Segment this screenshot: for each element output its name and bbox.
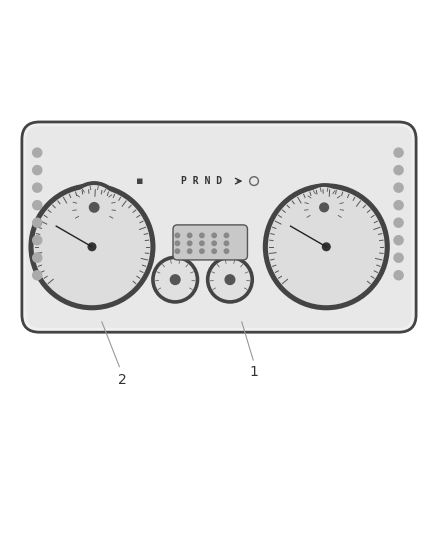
Circle shape bbox=[32, 182, 42, 193]
Text: 2: 2 bbox=[118, 374, 127, 387]
Circle shape bbox=[393, 165, 404, 175]
Circle shape bbox=[224, 241, 229, 246]
Circle shape bbox=[170, 275, 180, 285]
FancyBboxPatch shape bbox=[22, 122, 416, 332]
Circle shape bbox=[393, 235, 404, 246]
Circle shape bbox=[268, 188, 385, 305]
Circle shape bbox=[393, 200, 404, 211]
Circle shape bbox=[175, 233, 180, 238]
Circle shape bbox=[212, 233, 216, 238]
Circle shape bbox=[225, 275, 235, 285]
Circle shape bbox=[224, 249, 229, 253]
Circle shape bbox=[32, 270, 42, 280]
Circle shape bbox=[187, 249, 192, 253]
Circle shape bbox=[224, 233, 229, 238]
FancyBboxPatch shape bbox=[173, 225, 247, 260]
Circle shape bbox=[32, 147, 42, 158]
Circle shape bbox=[200, 233, 204, 238]
Circle shape bbox=[322, 243, 330, 251]
Circle shape bbox=[212, 249, 216, 253]
Circle shape bbox=[72, 185, 117, 230]
Circle shape bbox=[209, 259, 251, 300]
Text: P R N D: P R N D bbox=[181, 176, 222, 186]
Circle shape bbox=[200, 241, 204, 246]
Circle shape bbox=[175, 241, 180, 246]
Circle shape bbox=[304, 187, 345, 228]
Circle shape bbox=[68, 181, 120, 233]
FancyBboxPatch shape bbox=[26, 126, 412, 328]
Circle shape bbox=[32, 235, 42, 246]
Circle shape bbox=[155, 259, 196, 300]
Circle shape bbox=[175, 249, 180, 253]
Circle shape bbox=[34, 188, 150, 305]
Circle shape bbox=[32, 200, 42, 211]
Circle shape bbox=[32, 217, 42, 228]
Circle shape bbox=[393, 270, 404, 280]
Circle shape bbox=[151, 255, 199, 304]
Circle shape bbox=[300, 183, 348, 231]
Text: ▪: ▪ bbox=[136, 176, 144, 186]
Circle shape bbox=[88, 243, 96, 251]
Circle shape bbox=[263, 183, 390, 310]
Circle shape bbox=[28, 183, 155, 310]
Text: 1: 1 bbox=[250, 365, 258, 378]
Circle shape bbox=[187, 233, 192, 238]
Circle shape bbox=[393, 147, 404, 158]
Circle shape bbox=[206, 255, 254, 304]
Circle shape bbox=[212, 241, 216, 246]
Circle shape bbox=[200, 249, 204, 253]
Circle shape bbox=[393, 253, 404, 263]
Circle shape bbox=[320, 203, 328, 212]
Circle shape bbox=[89, 203, 99, 212]
Circle shape bbox=[32, 253, 42, 263]
Circle shape bbox=[393, 182, 404, 193]
Circle shape bbox=[187, 241, 192, 246]
Circle shape bbox=[393, 217, 404, 228]
Circle shape bbox=[32, 165, 42, 175]
